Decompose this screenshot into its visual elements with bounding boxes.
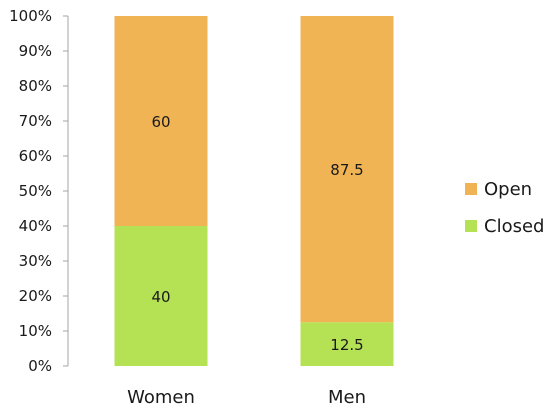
category-label: Men xyxy=(328,387,366,408)
data-labels: 40 60 12.5 87.5 xyxy=(151,113,363,354)
y-tick-label: 50% xyxy=(19,182,52,200)
y-tick-label: 90% xyxy=(19,42,52,60)
legend-label-closed: Closed xyxy=(484,216,544,237)
bars xyxy=(114,16,394,366)
data-label: 60 xyxy=(151,113,170,131)
bar-men-closed xyxy=(300,322,394,366)
data-label: 87.5 xyxy=(330,161,363,179)
bar-women-closed xyxy=(114,226,208,366)
legend-swatch-closed xyxy=(465,220,477,232)
y-tick-label: 10% xyxy=(19,322,52,340)
y-tick-label: 60% xyxy=(19,147,52,165)
legend-label-open: Open xyxy=(484,179,532,200)
bar-men-open xyxy=(300,16,394,323)
category-labels: Women Men xyxy=(127,387,366,408)
y-tick-label: 100% xyxy=(9,7,52,25)
legend-swatch-open xyxy=(465,183,477,195)
y-tick-label: 0% xyxy=(28,357,52,375)
bar-women-open xyxy=(114,16,208,226)
y-tick-label: 30% xyxy=(19,252,52,270)
y-tick-label: 40% xyxy=(19,217,52,235)
y-tick-label: 80% xyxy=(19,77,52,95)
y-tick-label: 20% xyxy=(19,287,52,305)
category-label: Women xyxy=(127,387,195,408)
y-axis: 0% 10% 20% 30% 40% 50% 60% 70% 80% 90% 100% xyxy=(9,7,69,375)
data-label: 12.5 xyxy=(330,336,363,354)
data-label: 40 xyxy=(151,288,170,306)
legend: Open Closed xyxy=(465,179,544,237)
y-tick-label: 70% xyxy=(19,112,52,130)
